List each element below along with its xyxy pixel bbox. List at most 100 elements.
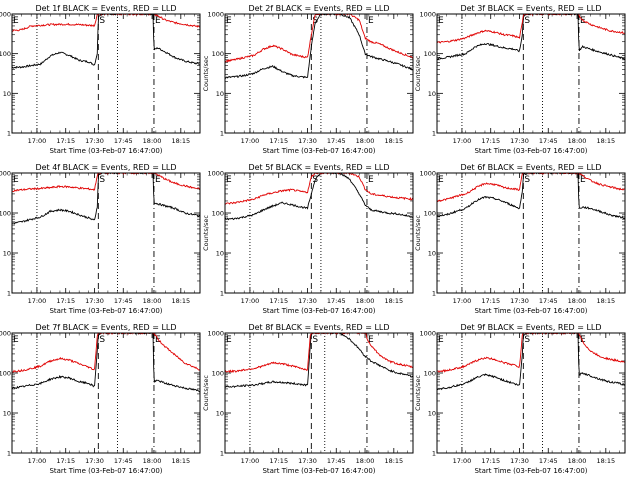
series-lld <box>437 173 625 203</box>
x-tick-label: 18:00 <box>143 457 162 465</box>
marker-label: E <box>155 335 161 345</box>
plot-frame <box>224 332 414 454</box>
x-tick-label: 17:00 <box>241 137 260 145</box>
x-tick-label: 18:00 <box>356 297 375 305</box>
x-tick-label: 17:45 <box>539 137 558 145</box>
y-axis-label: Counts/sec <box>202 375 210 411</box>
x-tick-label: 18:15 <box>596 137 615 145</box>
x-tick-label: 18:15 <box>384 457 403 465</box>
y-tick-label: 1000 <box>419 11 436 19</box>
x-tick-label: 17:15 <box>269 137 288 145</box>
y-tick-label: 10 <box>216 410 224 418</box>
marker-label: E <box>13 16 19 26</box>
marker-label: S <box>312 16 318 26</box>
marker-label: E <box>368 335 374 345</box>
y-tick-label: 1 <box>7 130 11 138</box>
x-axis-label: Start Time (03-Feb-07 16:47:00) <box>49 147 162 155</box>
y-tick-label: 1 <box>220 290 224 298</box>
marker-label: E <box>438 175 444 185</box>
x-tick-label: 17:45 <box>539 297 558 305</box>
y-tick-label: 1 <box>432 290 436 298</box>
x-tick-label: 18:15 <box>596 297 615 305</box>
marker-label: E <box>368 175 374 185</box>
series-events <box>12 333 200 393</box>
y-tick-label: 10 <box>3 410 11 418</box>
x-tick-label: 17:30 <box>298 297 317 305</box>
y-tick-label: 100 <box>424 210 436 218</box>
panel-title: Det 7f BLACK = Events, RED = LLD <box>35 323 176 332</box>
x-tick-label: 17:45 <box>114 297 133 305</box>
marker-label: S <box>99 175 105 185</box>
series-lld <box>12 333 200 373</box>
plot-frame <box>224 172 414 294</box>
x-tick-label: 18:00 <box>568 457 587 465</box>
x-tick-label: 17:30 <box>85 137 104 145</box>
x-tick-label: 17:15 <box>56 457 75 465</box>
panel-title: Det 6f BLACK = Events, RED = LLD <box>460 163 601 172</box>
plot-frame <box>436 172 626 294</box>
y-tick-label: 1 <box>220 450 224 458</box>
y-axis-label: Counts/sec <box>414 375 422 411</box>
x-tick-label: 18:15 <box>171 137 190 145</box>
x-tick-label: 17:30 <box>510 457 529 465</box>
x-tick-label: 17:45 <box>327 297 346 305</box>
x-axis-label: Start Time (03-Feb-07 16:47:00) <box>262 147 375 155</box>
series-events <box>12 173 200 225</box>
x-tick-label: 17:45 <box>539 457 558 465</box>
y-tick-label: 10 <box>428 250 436 258</box>
plot-frame <box>11 172 201 294</box>
series-events <box>225 333 413 389</box>
marker-label: E <box>226 175 232 185</box>
y-tick-label: 1000 <box>419 170 436 178</box>
x-tick-label: 17:30 <box>85 457 104 465</box>
det-panel-4: Det 4f BLACK = Events, RED = LLDCounts/s… <box>0 163 201 315</box>
plot-frame <box>436 332 626 454</box>
x-axis-label: Start Time (03-Feb-07 16:47:00) <box>474 467 587 475</box>
panel-title: Det 4f BLACK = Events, RED = LLD <box>35 163 176 172</box>
series-events <box>225 14 413 79</box>
det-panel-3: Det 3f BLACK = Events, RED = LLD Counts/s… <box>414 4 626 155</box>
x-tick-label: 17:45 <box>114 457 133 465</box>
series-events <box>437 333 625 391</box>
x-tick-label: 18:00 <box>356 137 375 145</box>
y-tick-label: 100 <box>424 50 436 58</box>
y-tick-label: 1000 <box>0 330 11 338</box>
x-tick-label: 18:15 <box>171 297 190 305</box>
panel-title: Det 2f BLACK = Events, RED = LLD <box>248 4 389 13</box>
x-tick-label: 17:45 <box>114 137 133 145</box>
marker-label: E <box>368 16 374 26</box>
series-lld <box>437 333 625 373</box>
y-tick-label: 100 <box>0 370 11 378</box>
series-lld <box>225 14 413 63</box>
y-tick-label: 1000 <box>207 330 224 338</box>
x-tick-label: 18:00 <box>568 297 587 305</box>
y-tick-label: 100 <box>212 370 224 378</box>
x-tick-label: 17:00 <box>241 457 260 465</box>
x-tick-label: 17:15 <box>481 457 500 465</box>
x-axis-label: Start Time (03-Feb-07 16:47:00) <box>474 307 587 315</box>
x-tick-label: 17:30 <box>510 137 529 145</box>
panel-title: Det 5f BLACK = Events, RED = LLD <box>248 163 389 172</box>
x-axis-label: Start Time (03-Feb-07 16:47:00) <box>262 307 375 315</box>
plot-frame <box>224 13 414 134</box>
x-axis-label: Start Time (03-Feb-07 16:47:00) <box>49 307 162 315</box>
det-panel-7: Det 7f BLACK = Events, RED = LLDCounts/s… <box>0 323 201 475</box>
y-tick-label: 1000 <box>207 170 224 178</box>
y-tick-label: 100 <box>212 50 224 58</box>
plot-frame <box>11 332 201 454</box>
y-tick-label: 1000 <box>419 330 436 338</box>
marker-label: E <box>438 335 444 345</box>
marker-label: E <box>580 335 586 345</box>
x-tick-label: 17:15 <box>269 297 288 305</box>
marker-label: E <box>226 335 232 345</box>
panel-title: Det 1f BLACK = Events, RED = LLD <box>35 4 176 13</box>
y-tick-label: 10 <box>216 250 224 258</box>
x-tick-label: 18:15 <box>384 137 403 145</box>
panel-title: Det 9f BLACK = Events, RED = LLD <box>460 323 601 332</box>
y-tick-label: 100 <box>0 210 11 218</box>
det-panel-1: Det 1f BLACK = Events, RED = LLDCounts/s… <box>0 4 201 155</box>
series-lld <box>12 173 200 192</box>
x-tick-label: 18:00 <box>356 457 375 465</box>
y-axis-label: Counts/sec <box>202 215 210 251</box>
x-tick-label: 18:15 <box>384 297 403 305</box>
